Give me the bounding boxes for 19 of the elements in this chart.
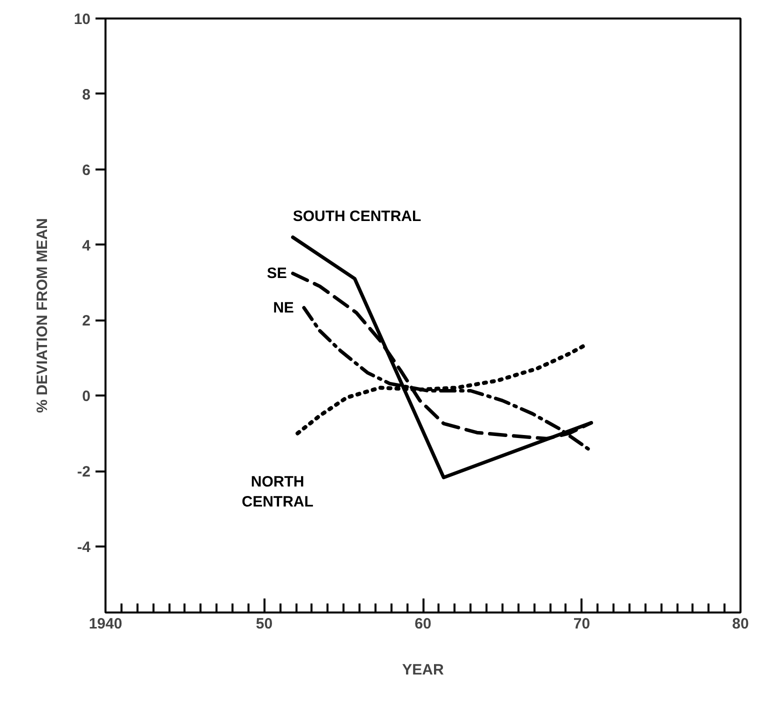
x-tick-label: 80: [732, 616, 749, 632]
y-axis-title: % DEVIATION FROM MEAN: [34, 218, 51, 413]
y-tick-label: -4: [77, 539, 92, 556]
x-tick-label: 60: [414, 616, 432, 632]
y-tick-label: 8: [82, 86, 90, 104]
series-label: NE: [273, 299, 294, 316]
series-label: SOUTH CENTRAL: [292, 208, 422, 226]
y-tick-label: 10: [74, 11, 91, 28]
series-label: SE: [266, 264, 287, 282]
y-tick-label: 4: [82, 237, 92, 254]
y-tick-label: -2: [77, 464, 91, 481]
x-tick-label: 70: [573, 616, 590, 632]
x-tick-label: 50: [256, 616, 273, 632]
y-tick-label: 6: [82, 162, 90, 179]
x-axis-title: YEAR: [402, 662, 444, 678]
y-tick-label: 2: [82, 312, 90, 330]
text: NORTH CENTRAL: [242, 473, 314, 511]
x-tick-label: 1940: [88, 616, 122, 632]
y-tick-label: 0: [82, 388, 90, 406]
